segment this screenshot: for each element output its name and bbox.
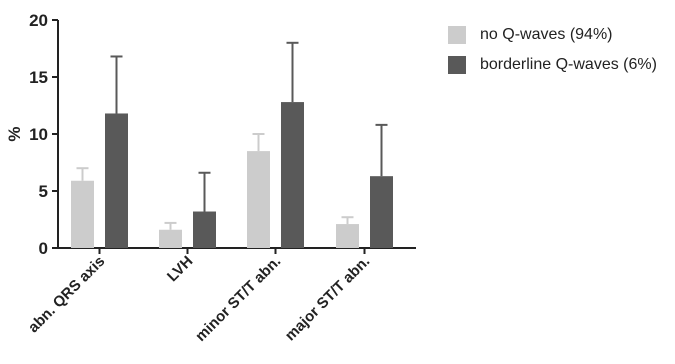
legend-swatch-no-q-waves: [448, 26, 466, 44]
legend-swatch-borderline-q-waves: [448, 56, 466, 74]
bar-no-q-waves-minor-st-t-abn: [247, 151, 270, 248]
x-tick-label-lvh: LVH: [164, 253, 196, 285]
bar-borderline-q-waves-lvh: [193, 211, 216, 248]
y-tick-label-20: 20: [29, 11, 48, 30]
y-tick-label-5: 5: [39, 182, 48, 201]
x-tick-label-minor-st-t-abn: minor ST/T abn.: [192, 253, 284, 345]
legend-item-no-q-waves: no Q-waves (94%): [448, 22, 657, 48]
y-tick-label-10: 10: [29, 125, 48, 144]
y-tick-label-0: 0: [39, 239, 48, 258]
bar-no-q-waves-major-st-t-abn: [336, 224, 359, 248]
legend-label-borderline-q-waves: borderline Q-waves (6%): [480, 56, 657, 73]
x-tick-label-major-st-t-abn: major ST/T abn.: [282, 253, 374, 345]
chart-legend: no Q-waves (94%) borderline Q-waves (6%): [448, 22, 657, 82]
legend-label-no-q-waves: no Q-waves (94%): [480, 26, 613, 43]
y-tick-label-15: 15: [29, 68, 48, 87]
bar-borderline-q-waves-minor-st-t-abn: [281, 102, 304, 248]
bar-borderline-q-waves-major-st-t-abn: [370, 176, 393, 248]
bar-no-q-waves-abn-qrs-axis: [71, 180, 94, 248]
y-axis-label: %: [5, 126, 24, 141]
bar-no-q-waves-lvh: [159, 229, 182, 248]
bar-borderline-q-waves-abn-qrs-axis: [105, 113, 128, 248]
x-tick-label-abn-qrs-axis: abn. QRS axis: [25, 253, 108, 336]
legend-item-borderline-q-waves: borderline Q-waves (6%): [448, 52, 657, 78]
